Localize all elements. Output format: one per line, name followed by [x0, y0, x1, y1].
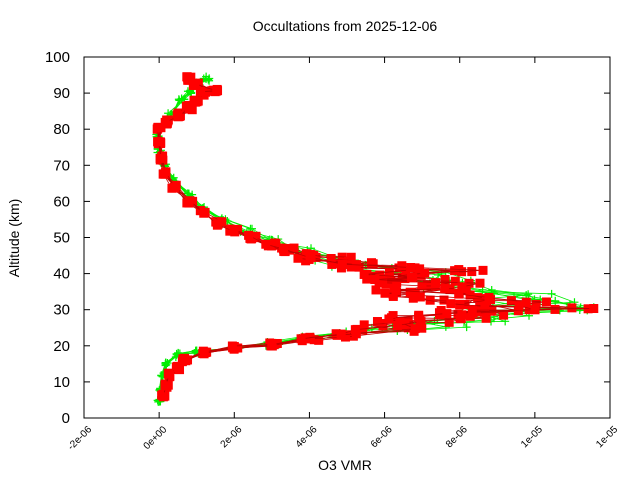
y-axis: 0 10 20 30 40 50 60 70 80 90 100	[45, 49, 610, 427]
y-tick-label: 10	[53, 374, 70, 391]
x-tick-label: 1e-05	[519, 424, 545, 450]
y-tick-label: 70	[53, 157, 70, 174]
green-plus-profiles-profile	[152, 75, 592, 405]
y-tick-label: 30	[53, 302, 70, 319]
y-tick-label: 0	[62, 410, 70, 427]
x-tick-label: 0e+00	[142, 424, 170, 452]
x-tick-label: 1e-05	[594, 424, 620, 450]
x-tick-label: -2e-06	[66, 424, 95, 453]
x-tick-label: 6e-06	[369, 424, 395, 450]
plot-data	[152, 72, 599, 406]
chart-title: Occultations from 2025-12-06	[253, 18, 438, 34]
x-tick-label: 8e-06	[444, 424, 470, 450]
red-square-profiles-profile	[155, 75, 599, 400]
y-axis-label: Altitude (km)	[6, 199, 22, 278]
x-tick-label: 2e-06	[219, 424, 245, 450]
y-tick-label: 40	[53, 266, 70, 283]
green-plus-profiles-profile	[153, 74, 584, 406]
x-axis-label: O3 VMR	[318, 457, 372, 473]
green-plus-profiles-profile	[152, 76, 585, 406]
green-plus-profiles-profile	[153, 74, 598, 406]
y-tick-label: 20	[53, 338, 70, 355]
green-plus-profiles-profile	[153, 72, 574, 404]
x-tick-label: 4e-06	[294, 424, 320, 450]
y-tick-label: 60	[53, 193, 70, 210]
green-plus-profiles-profile	[153, 75, 579, 406]
y-tick-label: 80	[53, 121, 70, 138]
y-tick-label: 90	[53, 85, 70, 102]
y-tick-label: 50	[53, 230, 70, 247]
y-tick-label: 100	[45, 49, 70, 66]
red-square-profiles-profile	[153, 73, 540, 402]
